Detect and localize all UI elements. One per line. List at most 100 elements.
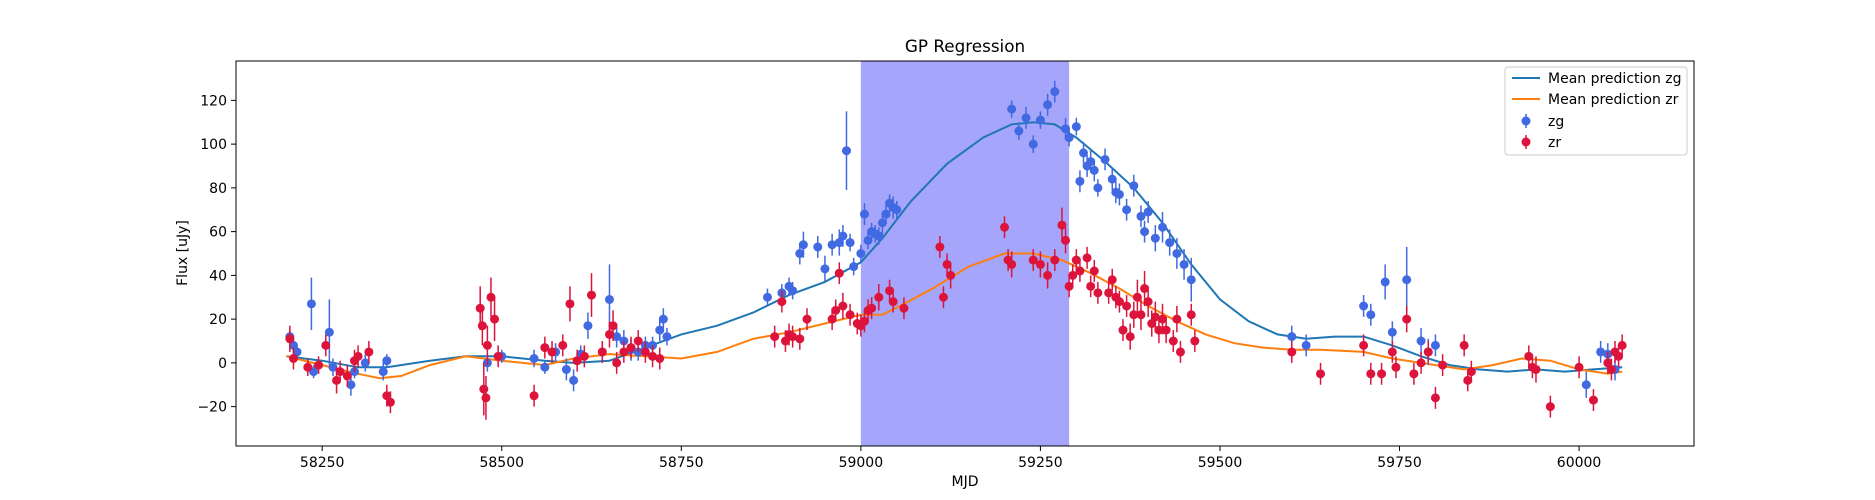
data-point [1172, 249, 1182, 258]
data-point [1079, 148, 1089, 158]
data-point [342, 371, 352, 381]
data-point [874, 231, 884, 241]
mean-prediction-line-0 [286, 121, 1623, 373]
data-point [481, 393, 491, 403]
x-tick-label: 59750 [1377, 455, 1422, 471]
data-point [827, 314, 837, 324]
data-point [795, 249, 805, 258]
data-point [780, 336, 790, 346]
data-point [1179, 259, 1189, 269]
data-point [1118, 325, 1128, 335]
data-point [655, 325, 665, 335]
data-point [658, 314, 668, 324]
data-point [1129, 181, 1139, 191]
data-point [1071, 122, 1081, 132]
data-point [1165, 238, 1175, 248]
data-point [1075, 266, 1085, 276]
data-point [626, 343, 636, 353]
data-point [1140, 284, 1150, 293]
data-point [1104, 288, 1114, 298]
data-point [1143, 297, 1153, 307]
data-point [1603, 358, 1613, 368]
data-point [1588, 395, 1598, 405]
data-point [314, 360, 324, 370]
data-point [777, 297, 787, 307]
y-tick-label: 20 [209, 312, 227, 328]
x-tick-label: 58500 [479, 455, 524, 471]
data-point [1606, 364, 1616, 374]
data-point [834, 238, 844, 248]
data-point [583, 321, 593, 331]
x-tick-label: 58750 [659, 455, 704, 471]
data-point [874, 292, 884, 302]
data-point [1617, 340, 1627, 350]
data-point [1014, 126, 1024, 136]
data-point [1050, 255, 1060, 265]
data-point [1035, 115, 1045, 125]
data-point [1100, 154, 1110, 164]
data-point [360, 358, 370, 368]
data-point [612, 332, 622, 342]
data-point [540, 343, 550, 353]
data-point [335, 367, 345, 377]
data-point [662, 332, 672, 342]
data-point [1050, 87, 1060, 97]
data-point [1359, 301, 1369, 311]
data-point [1581, 380, 1591, 390]
data-point [490, 314, 500, 324]
data-point [1136, 310, 1146, 320]
data-point [946, 270, 956, 280]
data-point [1007, 104, 1017, 114]
data-point [1129, 310, 1139, 320]
data-point [558, 340, 568, 350]
legend: Mean prediction zg Mean prediction zr zg… [1504, 66, 1688, 156]
data-point [877, 218, 887, 228]
data-point [1366, 310, 1376, 320]
data-point [328, 362, 338, 372]
data-point [1089, 266, 1099, 276]
data-point [1028, 139, 1038, 149]
legend-label-zg: zg [1548, 114, 1564, 130]
data-point [1122, 301, 1132, 311]
data-point [529, 391, 539, 401]
data-point [1035, 259, 1045, 269]
data-point [938, 292, 948, 302]
data-point [482, 340, 492, 350]
data-point [1380, 277, 1390, 287]
data-point [597, 347, 607, 357]
data-point [486, 292, 496, 302]
data-point [303, 362, 313, 372]
data-point [655, 354, 665, 363]
data-point [529, 354, 539, 363]
data-point [838, 301, 848, 311]
x-axis: 58250 58500 58750 59000 59250 59500 59750 60000 [300, 446, 1601, 471]
data-point [1524, 351, 1534, 361]
data-point [479, 384, 489, 394]
data-point [608, 321, 618, 331]
data-point [540, 362, 550, 372]
data-point [859, 209, 869, 219]
data-point [1175, 347, 1185, 357]
data-point [1366, 369, 1376, 379]
x-axis-label: MJD [952, 474, 979, 490]
data-point [849, 262, 859, 272]
plot-frame [235, 60, 1695, 447]
y-tick-label: 40 [209, 268, 227, 284]
y-axis-label: Flux [uJy] [175, 220, 191, 286]
data-point [1423, 347, 1433, 357]
data-point [1114, 297, 1124, 307]
legend-marker-zg [1521, 116, 1531, 126]
data-point [845, 238, 855, 248]
y-tick-label: −20 [197, 400, 227, 416]
data-point [475, 303, 485, 313]
data-point [561, 364, 571, 374]
data-point [1596, 347, 1606, 357]
data-point [1402, 314, 1412, 324]
data-point [1614, 351, 1624, 361]
data-point [1064, 133, 1074, 143]
data-point [1387, 327, 1397, 337]
data-point [1168, 336, 1178, 346]
data-point [1082, 253, 1092, 263]
data-point [288, 340, 298, 350]
